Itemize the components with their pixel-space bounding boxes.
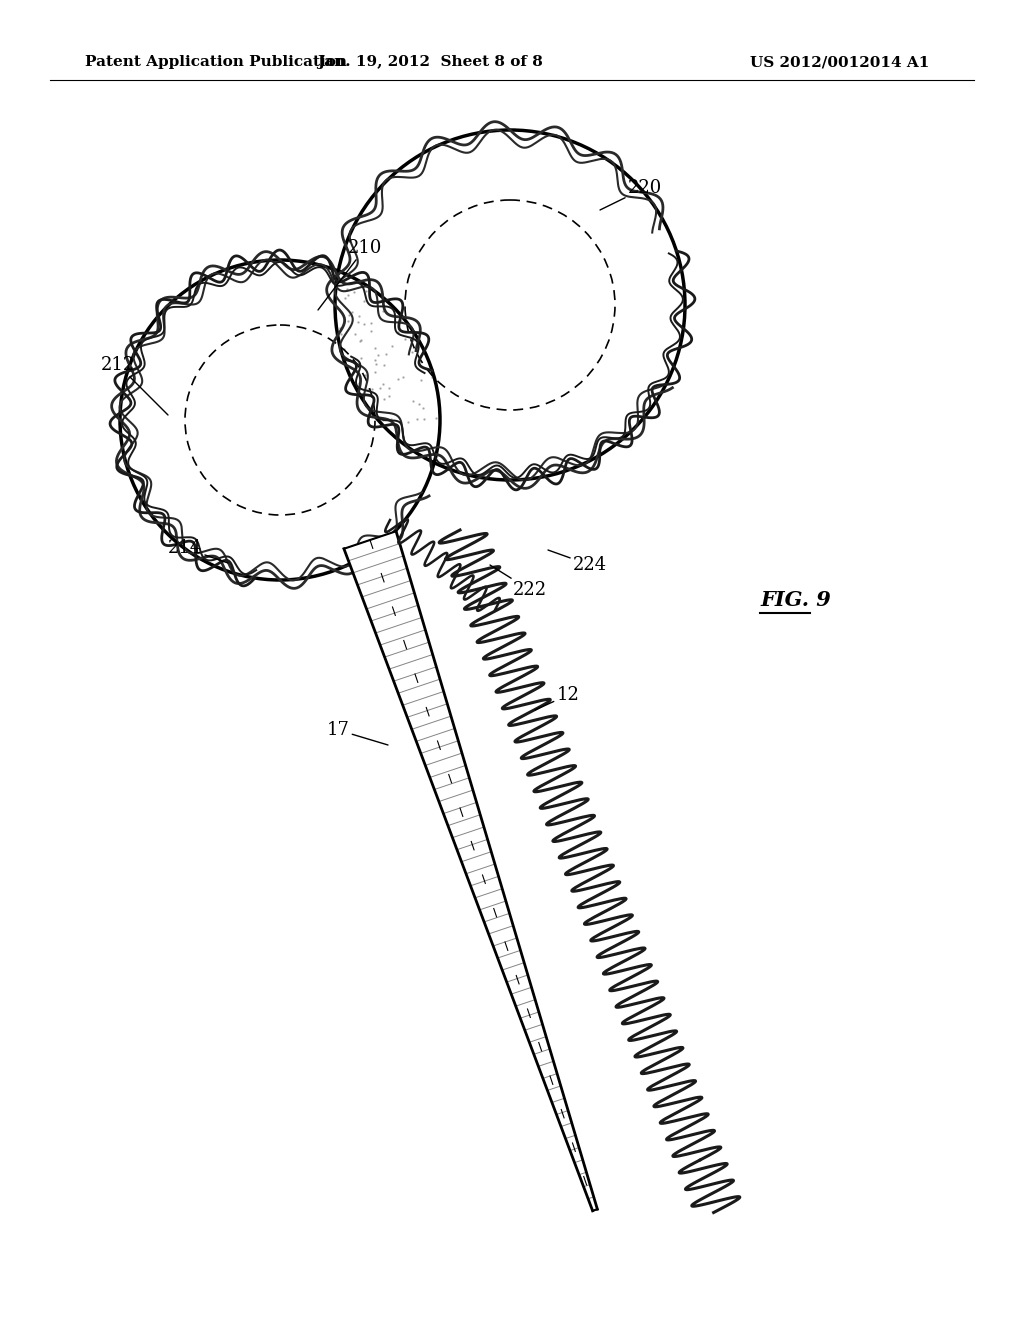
Text: 210: 210 — [318, 239, 382, 310]
Polygon shape — [344, 531, 597, 1210]
Text: 220: 220 — [600, 180, 663, 210]
Text: FIG. 9: FIG. 9 — [760, 590, 830, 610]
Text: 17: 17 — [327, 721, 388, 744]
Text: 12: 12 — [535, 686, 580, 710]
Text: Patent Application Publication: Patent Application Publication — [85, 55, 347, 69]
Text: Jan. 19, 2012  Sheet 8 of 8: Jan. 19, 2012 Sheet 8 of 8 — [317, 55, 543, 69]
Text: 224: 224 — [548, 550, 607, 574]
Circle shape — [335, 129, 685, 480]
Text: 212: 212 — [101, 356, 168, 414]
Text: 222: 222 — [490, 565, 547, 599]
Text: 214: 214 — [168, 539, 228, 564]
Text: US 2012/0012014 A1: US 2012/0012014 A1 — [750, 55, 930, 69]
Circle shape — [120, 260, 440, 579]
